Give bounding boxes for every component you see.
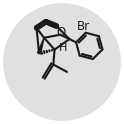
Polygon shape (38, 38, 44, 54)
Circle shape (3, 3, 121, 121)
Text: O: O (56, 26, 65, 39)
Text: H: H (58, 43, 67, 53)
Text: Br: Br (77, 20, 90, 33)
